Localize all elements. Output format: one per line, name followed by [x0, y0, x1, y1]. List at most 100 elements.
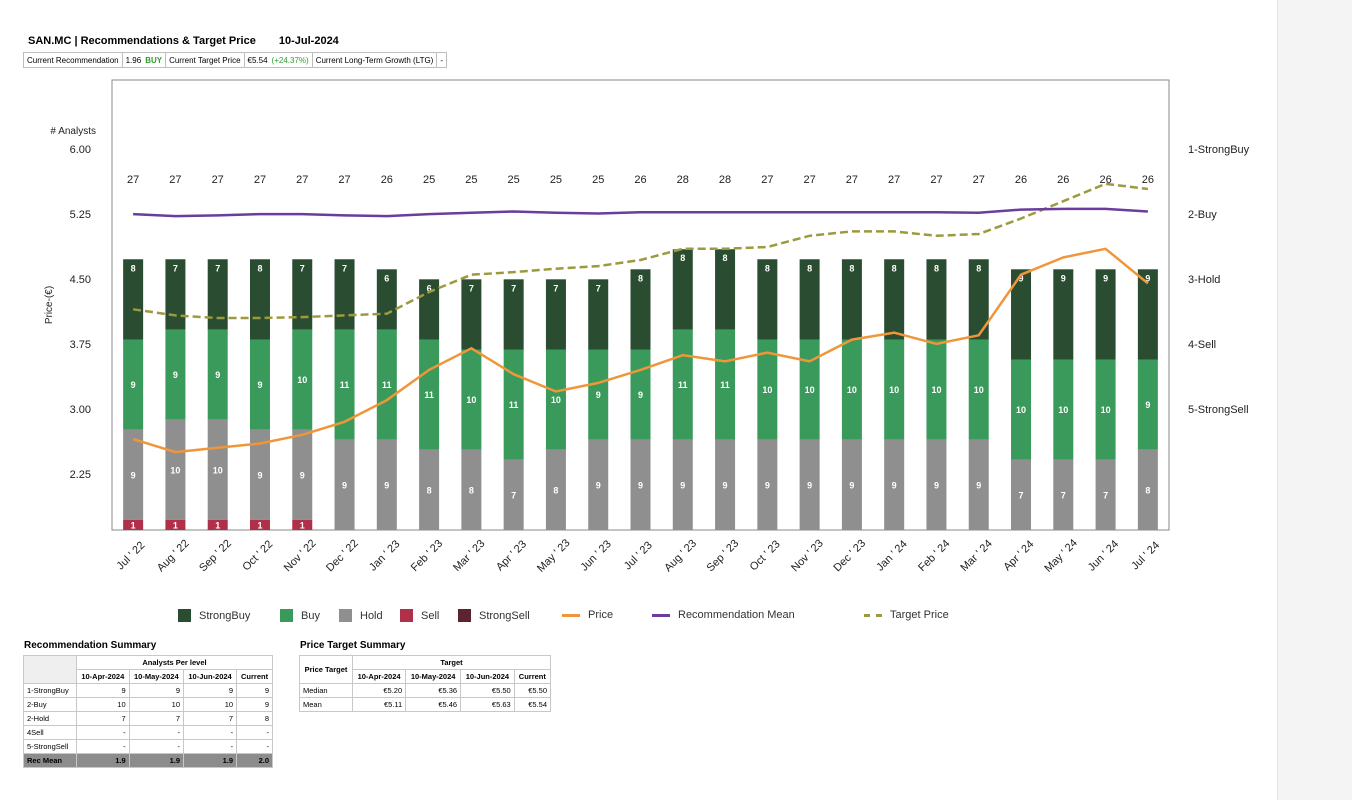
table-cell: 2.0 — [236, 753, 273, 768]
total-analysts-label: 26 — [1015, 174, 1027, 186]
bar-value-label: 1 — [300, 520, 305, 530]
legend-sell-swatch — [400, 609, 413, 622]
bar-value-label: 7 — [596, 283, 601, 293]
bar-value-label: 10 — [213, 465, 223, 475]
table-row: 4Sell - - - - — [23, 725, 273, 740]
buy-bar — [249, 339, 270, 430]
buy-bar — [1053, 359, 1074, 460]
hold-bar — [334, 439, 355, 530]
total-analysts-label: 27 — [169, 174, 181, 186]
table-cell: 1.9 — [183, 753, 238, 768]
bar-value-label: 9 — [1145, 400, 1150, 410]
table-cell: 10 — [183, 697, 238, 712]
rec-col-header: Current — [236, 669, 273, 684]
x-tick-label: Apr ' 23 — [494, 538, 529, 573]
legend-recmean: Recommendation Mean — [652, 609, 795, 621]
total-analysts-label: 27 — [846, 174, 858, 186]
y-tick-label: 4.50 — [70, 274, 91, 286]
x-tick-label: Feb ' 24 — [916, 538, 952, 574]
x-tick-label: Apr ' 24 — [1001, 538, 1036, 573]
pt-col-header: Current — [513, 669, 552, 684]
current-rec-value: 1.96 — [125, 55, 142, 65]
legend-buy: Buy — [280, 609, 320, 622]
table-cell: €5.11 — [351, 697, 407, 712]
buy-bar — [926, 339, 947, 440]
legend-strongbuy: StrongBuy — [178, 609, 250, 622]
legend-price: Price — [562, 609, 613, 621]
x-tick-label: Sep ' 22 — [197, 537, 234, 574]
report-header: SAN.MC | Recommendations & Target Price … — [28, 35, 339, 47]
bar-value-label: 9 — [680, 480, 685, 490]
pt-summary-table: Price Target Target 10-Apr-2024 10-May-2… — [299, 655, 552, 712]
bar-value-label: 10 — [170, 465, 180, 475]
legend-sell: Sell — [400, 609, 439, 622]
bar-value-label: 9 — [1145, 273, 1150, 283]
x-tick-label: Jul ' 23 — [622, 539, 655, 572]
bar-value-label: 8 — [723, 253, 728, 263]
bar-value-label: 9 — [723, 480, 728, 490]
buy-bar — [545, 349, 566, 450]
x-tick-label: Nov ' 23 — [789, 537, 826, 574]
table-cell: €5.50 — [460, 683, 515, 698]
x-tick-label: Nov ' 22 — [282, 537, 319, 574]
table-cell: €5.20 — [351, 683, 407, 698]
buy-bar — [588, 349, 609, 440]
strongbuy-bar — [799, 259, 820, 340]
buy-bar — [1095, 359, 1116, 460]
rec-summary-group-header: Analysts Per level — [76, 655, 273, 670]
bar-value-label: 10 — [466, 395, 476, 405]
buy-bar — [1137, 359, 1158, 450]
strongbuy-bar — [461, 279, 482, 350]
current-info-bar: Current Recommendation 1.96 BUY Current T… — [23, 52, 448, 68]
total-analysts-label: 27 — [888, 174, 900, 186]
strongbuy-bar — [292, 259, 313, 330]
bar-value-label: 8 — [807, 263, 812, 273]
right-side-panel — [1277, 0, 1352, 800]
table-cell: 10 — [76, 697, 130, 712]
table-cell: €5.63 — [460, 697, 515, 712]
bar-value-label: 9 — [173, 370, 178, 380]
strongbuy-bar — [841, 259, 862, 340]
bar-value-label: 10 — [1101, 405, 1111, 415]
strongbuy-bar — [207, 259, 228, 330]
report-date: 10-Jul-2024 — [278, 35, 339, 47]
hold-bar — [968, 439, 989, 530]
legend-target-label: Target Price — [890, 609, 949, 621]
table-cell: 9 — [76, 683, 130, 698]
legend-buy-label: Buy — [301, 609, 320, 622]
bar-value-label: 8 — [1145, 485, 1150, 495]
total-analysts-label: 27 — [930, 174, 942, 186]
bar-value-label: 9 — [257, 380, 262, 390]
hold-bar — [1095, 459, 1116, 530]
row-label: 2-Hold — [23, 711, 77, 726]
bar-value-label: 9 — [215, 370, 220, 380]
strongbuy-bar — [630, 269, 651, 350]
total-analysts-label: 26 — [381, 174, 393, 186]
recommendations-chart: # Analysts 6.00 5.25 4.50 3.75 3.00 2.25 Price-… — [44, 79, 1250, 575]
buy-bar — [292, 329, 313, 430]
table-row: 5-StrongSell - - - - — [23, 739, 273, 754]
target-cell: €5.54 (+24.37%) — [243, 52, 313, 68]
current-rec-text: BUY — [145, 55, 163, 65]
total-analysts-label: 27 — [296, 174, 308, 186]
x-tick-label: Jan ' 23 — [367, 538, 402, 573]
target-label: Current Target Price — [165, 52, 245, 68]
hold-bar — [672, 439, 693, 530]
table-cell: - — [236, 739, 273, 754]
ltg-value: - — [436, 52, 448, 68]
bar-value-label: 8 — [469, 485, 474, 495]
total-analysts-label: 27 — [803, 174, 815, 186]
table-cell: 7 — [128, 711, 185, 726]
bar-value-label: 8 — [553, 485, 558, 495]
total-analysts-label: 25 — [592, 174, 604, 186]
current-rec-label: Current Recommendation — [23, 52, 123, 68]
rec-summary-title: Recommendation Summary — [24, 640, 157, 651]
bar-value-label: 7 — [173, 263, 178, 273]
legend-strongsell-swatch — [458, 609, 471, 622]
buy-bar — [376, 329, 397, 440]
row-label: 2-Buy — [23, 697, 77, 712]
bar-value-label: 9 — [638, 480, 643, 490]
bar-value-label: 10 — [847, 385, 857, 395]
bar-value-label: 7 — [342, 263, 347, 273]
x-tick-label: Dec ' 23 — [831, 537, 868, 574]
